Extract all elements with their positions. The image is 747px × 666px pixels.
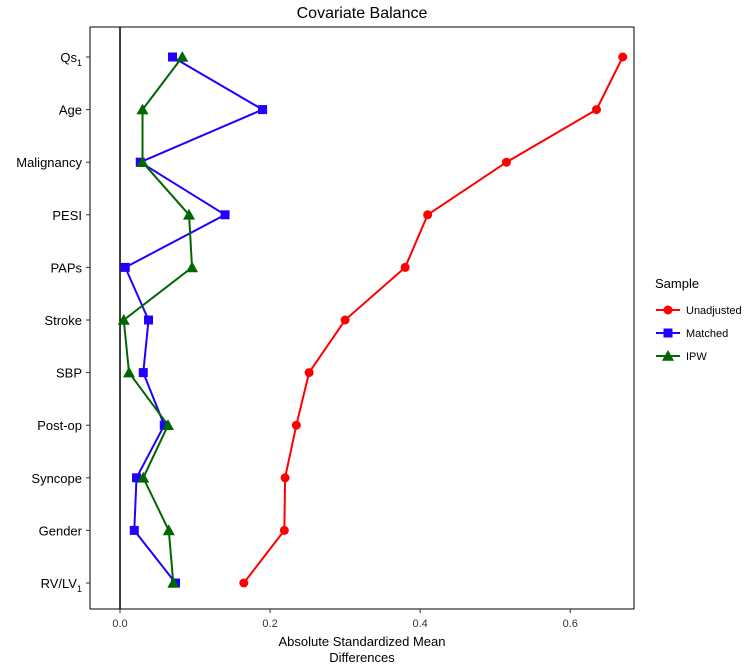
matched-point xyxy=(120,262,130,272)
matched-point xyxy=(144,315,154,325)
x-tick-label: 0.0 xyxy=(112,618,127,630)
unadjusted-point xyxy=(400,262,410,272)
x-tick-label: 0.2 xyxy=(262,618,277,630)
legend: Sample Unadjusted Matched IPW xyxy=(655,276,742,363)
ipw-point xyxy=(117,314,130,325)
unadjusted-point xyxy=(423,210,433,220)
unadjusted-point xyxy=(591,105,601,115)
matched-point xyxy=(138,368,148,378)
ipw-point xyxy=(136,103,149,115)
unadjusted-point xyxy=(340,315,350,325)
unadjusted-point xyxy=(291,420,301,430)
y-tick-label: Age xyxy=(59,103,82,118)
ipw-point xyxy=(123,366,136,378)
matched-point xyxy=(220,210,230,220)
matched-point xyxy=(129,525,139,535)
y-tick-label: Post-op xyxy=(37,418,82,433)
x-axis-label-line-1: Absolute Standardized Mean xyxy=(279,634,446,649)
ipw-point xyxy=(137,471,150,483)
legend-ipw-label: IPW xyxy=(686,351,707,363)
ipw-point xyxy=(162,524,175,536)
unadjusted-point xyxy=(279,525,289,535)
ipw-point xyxy=(136,156,149,167)
y-tick-label: PAPs xyxy=(50,260,82,275)
y-tick-label: PESI xyxy=(52,208,82,223)
unadjusted-point xyxy=(239,578,249,588)
x-axis-label-line-2: Differences xyxy=(329,650,395,665)
matched-point xyxy=(159,420,169,430)
ipw-point xyxy=(167,577,180,588)
legend-matched-label: Matched xyxy=(686,328,728,340)
ipw-point xyxy=(176,51,189,62)
y-tick-label: RV/LV1 xyxy=(41,576,82,594)
y-tick-label: SBP xyxy=(56,366,82,381)
matched-point xyxy=(132,473,142,483)
y-tick-label: Qs1 xyxy=(60,50,82,68)
y-tick-label: Malignancy xyxy=(16,155,82,170)
legend-matched-marker xyxy=(663,328,673,338)
y-tick-label: Stroke xyxy=(44,313,82,328)
unadjusted-point xyxy=(304,368,314,378)
legend-title: Sample xyxy=(655,276,699,291)
chart-title: Covariate Balance xyxy=(297,5,428,22)
ipw-point xyxy=(183,208,196,220)
matched-point xyxy=(168,52,178,62)
unadjusted-point xyxy=(501,157,511,167)
y-tick-label: Gender xyxy=(39,523,83,538)
unadjusted-point xyxy=(618,52,628,62)
legend-ipw-marker xyxy=(662,350,674,361)
x-tick-label: 0.6 xyxy=(563,618,578,630)
ipw-point xyxy=(162,419,175,430)
matched-point xyxy=(258,105,268,115)
plot-area xyxy=(89,26,635,610)
unadjusted-point xyxy=(280,473,290,483)
x-tick-label: 0.4 xyxy=(413,618,428,630)
ipw-point xyxy=(186,261,199,273)
y-tick-label: Syncope xyxy=(31,471,82,486)
legend-unadjusted-label: Unadjusted xyxy=(686,305,742,317)
legend-unadjusted-marker xyxy=(663,305,673,315)
